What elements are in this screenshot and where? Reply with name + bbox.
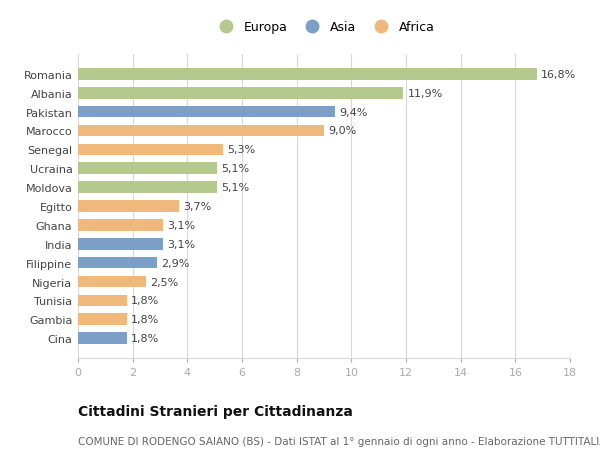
Bar <box>78 201 179 213</box>
Bar <box>78 257 157 269</box>
Text: 3,1%: 3,1% <box>167 239 195 249</box>
Text: Cittadini Stranieri per Cittadinanza: Cittadini Stranieri per Cittadinanza <box>78 404 353 418</box>
Text: 2,5%: 2,5% <box>151 277 179 287</box>
Bar <box>78 182 217 194</box>
Text: 3,1%: 3,1% <box>167 220 195 230</box>
Bar <box>78 276 146 288</box>
Text: COMUNE DI RODENGO SAIANO (BS) - Dati ISTAT al 1° gennaio di ogni anno - Elaboraz: COMUNE DI RODENGO SAIANO (BS) - Dati IST… <box>78 436 600 446</box>
Text: 1,8%: 1,8% <box>131 296 160 306</box>
Bar <box>78 69 537 80</box>
Text: 9,0%: 9,0% <box>328 126 356 136</box>
Bar <box>78 238 163 250</box>
Text: 1,8%: 1,8% <box>131 333 160 343</box>
Text: 2,9%: 2,9% <box>161 258 190 268</box>
Text: 16,8%: 16,8% <box>541 70 577 80</box>
Text: 5,1%: 5,1% <box>221 164 250 174</box>
Bar <box>78 333 127 344</box>
Text: 1,8%: 1,8% <box>131 314 160 325</box>
Bar <box>78 125 324 137</box>
Bar <box>78 163 217 175</box>
Text: 5,1%: 5,1% <box>221 183 250 193</box>
Text: 9,4%: 9,4% <box>339 107 367 118</box>
Bar <box>78 314 127 325</box>
Bar <box>78 219 163 231</box>
Bar <box>78 144 223 156</box>
Text: 5,3%: 5,3% <box>227 145 255 155</box>
Text: 11,9%: 11,9% <box>407 89 443 99</box>
Text: 3,7%: 3,7% <box>183 202 211 212</box>
Bar <box>78 88 403 99</box>
Legend: Europa, Asia, Africa: Europa, Asia, Africa <box>209 16 439 39</box>
Bar <box>78 295 127 307</box>
Bar <box>78 106 335 118</box>
